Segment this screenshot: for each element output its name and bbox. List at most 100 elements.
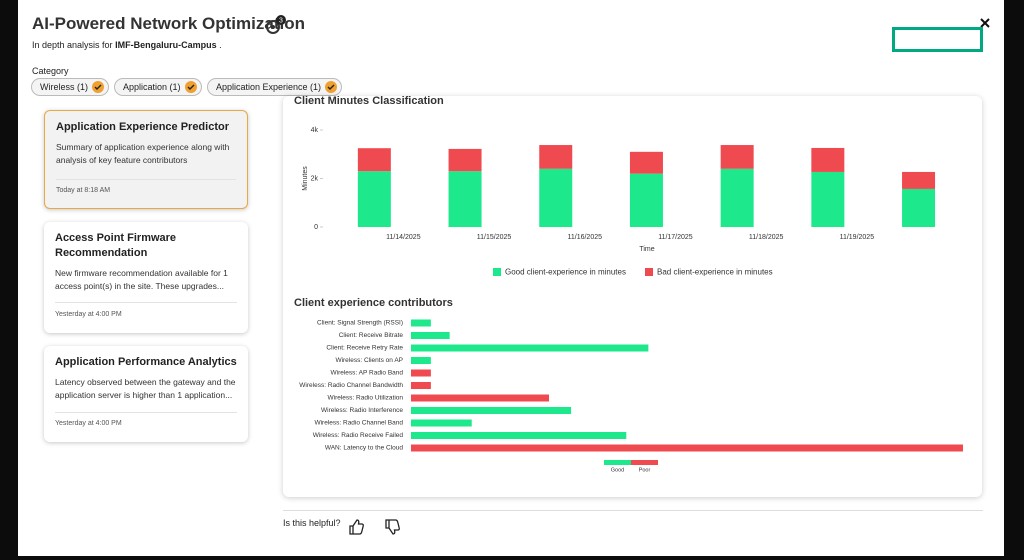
badge-icon: 3 [266, 15, 286, 34]
card-divider [56, 179, 236, 180]
legend-label: Poor [639, 467, 651, 473]
category-label: Wireless: Radio Utilization [328, 395, 404, 402]
x-tick-label: 11/16/2025 [567, 234, 602, 241]
footer-divider [283, 510, 983, 511]
logo [892, 27, 983, 52]
close-button[interactable] [978, 16, 992, 30]
card-divider [55, 302, 237, 303]
category-label: Wireless: Radio Channel Band [314, 420, 403, 427]
thumbs-up[interactable] [349, 519, 364, 535]
bar [411, 332, 450, 339]
legend-swatch [631, 460, 658, 465]
modal-title: AI-Powered Network Optimization [32, 14, 305, 33]
card-description: New firmware recommendation available fo… [55, 268, 228, 291]
bar-segment [720, 168, 754, 227]
close-icon [980, 18, 990, 28]
insight-card[interactable]: Application Experience Predictor Summary… [44, 110, 248, 209]
y-tick-label: 4k [311, 127, 319, 134]
insight-card[interactable]: Application Performance Analytics Latenc… [44, 346, 248, 442]
bar-segment [448, 171, 482, 227]
category-label: Client: Receive Retry Rate [326, 345, 403, 352]
category-label: Wireless: Radio Interference [321, 407, 403, 414]
bar-segment [811, 171, 845, 227]
category-label: Wireless: Clients on AP [335, 357, 403, 364]
card-title: Application Performance Analytics [55, 356, 237, 368]
site-name: IMF-Bengaluru-Campus [115, 40, 217, 50]
bar [411, 419, 472, 427]
x-tick-label: 11/17/2025 [658, 234, 693, 241]
bar-segment [720, 145, 754, 169]
category-chip[interactable]: Application (1) [114, 78, 202, 96]
bar-segment [357, 171, 391, 227]
chip-check [92, 81, 105, 93]
bar-segment [629, 173, 663, 227]
bar-segment [902, 188, 936, 227]
gear-hub [271, 25, 275, 29]
chip-check [184, 81, 197, 93]
legend-label: Good [611, 467, 624, 473]
card-title: Access Point Firmware Recommendation [55, 232, 177, 259]
charts: Client Minutes Classification 0 2k 4k Minute… [294, 96, 963, 473]
bar [411, 369, 431, 377]
legend-swatch [604, 460, 631, 465]
bar [411, 382, 431, 389]
category-label: Wireless: Radio Channel Bandwidth [299, 382, 403, 389]
legend-label: Good client-experience in minutes [505, 268, 626, 277]
category-label: Category [32, 66, 69, 76]
chart-panel: Client Minutes Classification 0 2k 4k Minute… [283, 96, 982, 497]
gear [266, 20, 280, 34]
bar [411, 394, 549, 402]
card-time: Yesterday at 4:00 PM [55, 420, 122, 427]
bar-segment [357, 148, 391, 172]
bar-segment [811, 147, 845, 172]
subtitle: In depth analysis for IMF-Bengaluru-Camp… [32, 40, 222, 50]
card-description: Latency observed between the gateway and… [55, 377, 236, 400]
bar [411, 357, 431, 364]
bar-segment [539, 145, 573, 169]
chart-title: Client experience contributors [294, 297, 453, 309]
x-tick-label: 11/14/2025 [386, 234, 421, 241]
legend-swatch [493, 268, 501, 276]
feedback-buttons [349, 519, 400, 535]
badge-count: 3 [279, 17, 283, 24]
bar-segment [539, 168, 573, 227]
card-description: Summary of application experience along … [56, 142, 230, 165]
category-chip[interactable]: Application Experience (1) [207, 78, 343, 96]
subtitle-suffix: . [219, 40, 222, 50]
bar [411, 344, 649, 352]
x-tick-label: 11/18/2025 [749, 234, 784, 241]
x-axis-label: Time [639, 246, 654, 253]
category-label: Wireless: Radio Receive Failed [313, 432, 404, 439]
card-divider [55, 412, 237, 413]
bar [411, 407, 572, 414]
feedback-prompt: Is this helpful? [283, 518, 341, 528]
category-chip[interactable]: Wireless (1) [31, 78, 110, 96]
bar-segment [902, 171, 936, 189]
chip-check [325, 81, 338, 93]
card-time: Yesterday at 4:00 PM [55, 311, 122, 318]
chip-label: Wireless (1) [40, 82, 89, 92]
bar [411, 432, 627, 439]
insight-card[interactable]: Access Point Firmware Recommendation New… [44, 222, 248, 333]
legend-swatch [645, 268, 653, 276]
subtitle-prefix: In depth analysis for [32, 40, 113, 50]
bar-segment [629, 151, 663, 174]
chart-title: Client Minutes Classification [294, 96, 444, 107]
thumbs-down[interactable] [385, 519, 400, 535]
bar [411, 444, 963, 452]
chip-label: Application Experience (1) [216, 82, 322, 92]
chip-label: Application (1) [123, 82, 181, 92]
y-tick-label: 0 [314, 224, 318, 231]
bar-segment [448, 148, 482, 172]
y-axis-label: Minutes [302, 166, 309, 191]
badge [276, 15, 286, 25]
category-label: Client: Receive Bitrate [339, 332, 404, 339]
x-tick-label: 11/19/2025 [840, 234, 875, 241]
card-title: Application Experience Predictor [56, 121, 229, 133]
bar [411, 319, 431, 327]
legend-label: Bad client-experience in minutes [657, 268, 773, 277]
x-tick-label: 11/15/2025 [477, 234, 512, 241]
y-tick-label: 2k [311, 175, 319, 182]
category-label: WAN: Latency to the Cloud [325, 445, 404, 452]
